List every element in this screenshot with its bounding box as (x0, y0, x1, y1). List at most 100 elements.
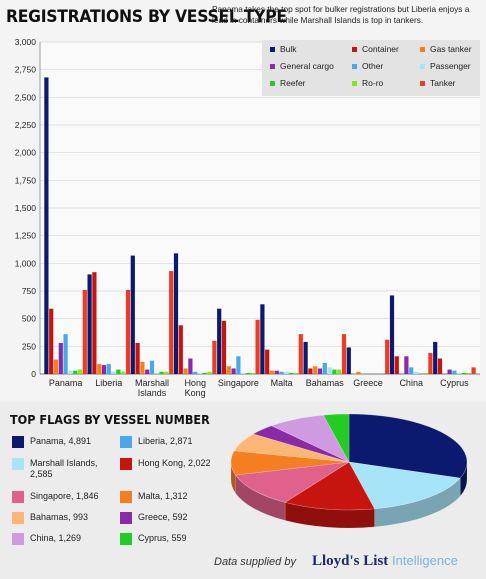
pie-legend-label: Liberia, 2,871 (138, 436, 193, 446)
pie-legend-item: Singapore, 1,846 (12, 491, 110, 503)
bar (428, 352, 433, 374)
y-tick-label: 0 (31, 369, 36, 379)
bar (111, 371, 116, 374)
brand-logo: Lloyd's List Intelligence (312, 553, 458, 570)
legend-box (262, 40, 480, 96)
bar (207, 371, 212, 374)
bar (68, 370, 73, 374)
pie-legend-item: Malta, 1,312 (120, 491, 218, 503)
legend-label: Bulk (280, 44, 297, 54)
pie-chart (230, 413, 468, 529)
pie-slice (284, 461, 376, 511)
bar (121, 371, 126, 374)
chart-title: REGISTRATIONS BY VESSEL TYPE (6, 7, 287, 27)
legend-swatch (352, 64, 357, 69)
bar (265, 349, 270, 374)
pie-legend-label: Panama, 4,891 (30, 436, 92, 446)
pie-chart-title: TOP FLAGS BY VESSEL NUMBER (10, 412, 210, 427)
bar (173, 253, 179, 374)
x-tick-label: Cyprus (440, 378, 469, 388)
bar (313, 366, 318, 374)
bar (452, 370, 457, 374)
bar (413, 371, 419, 374)
pie-legend-swatch (120, 436, 132, 448)
bar (457, 372, 462, 374)
bar (260, 304, 265, 374)
bar (409, 367, 414, 374)
chart-subtitle: Panama takes the top spot for bulker reg… (212, 4, 470, 25)
y-tick-label: 1,250 (15, 231, 37, 241)
bar (437, 358, 443, 374)
bar (236, 356, 241, 374)
y-tick-label: 1,500 (15, 203, 37, 213)
bar (466, 372, 471, 374)
bar (284, 371, 289, 374)
bar (332, 369, 337, 374)
bar (58, 343, 63, 374)
pie-legend-swatch (120, 533, 132, 545)
pie-legend-label: Singapore, 1,846 (30, 491, 99, 501)
bar (130, 255, 135, 374)
bar (106, 364, 111, 374)
bar (346, 347, 351, 374)
x-tick-label: Bahamas (306, 378, 345, 388)
bar (44, 77, 49, 374)
bar (389, 295, 395, 374)
bar (145, 369, 150, 374)
pie-legend-item: China, 1,269 (12, 533, 110, 545)
bar (274, 370, 279, 374)
pie-legend-label: China, 1,269 (30, 533, 82, 543)
pie-legend-item: Liberia, 2,871 (120, 436, 218, 448)
legend-label: Tanker (430, 78, 456, 88)
bar (231, 368, 236, 374)
brand-subname: Intelligence (392, 553, 458, 568)
y-tick-label: 2,750 (15, 65, 37, 75)
bar (197, 372, 203, 374)
pie-legend-swatch (120, 491, 132, 503)
bar (404, 356, 409, 374)
pie-legend-swatch (12, 533, 24, 545)
x-tick-label: Greece (353, 378, 383, 388)
bar (154, 372, 159, 374)
bar (183, 368, 188, 374)
pie-legend-label: Hong Kong, 2,022 (138, 458, 211, 468)
pie-legend-label: Malta, 1,312 (138, 491, 188, 501)
bar (63, 334, 68, 374)
bar (308, 368, 313, 374)
bar (241, 372, 246, 374)
x-tick-label: Hong (184, 378, 206, 388)
pie-legend-label: Greece, 592 (138, 512, 188, 522)
bar (202, 372, 207, 374)
bar (73, 370, 78, 374)
bar (212, 340, 217, 374)
bar (250, 372, 255, 374)
bar (140, 361, 145, 374)
y-tick-label: 2,500 (15, 92, 37, 102)
bar (188, 358, 193, 374)
bar (97, 364, 102, 374)
pie-slice (234, 461, 350, 503)
x-tick-label: Kong (185, 388, 206, 398)
x-tick-label: Panama (49, 378, 83, 388)
legend-swatch (352, 81, 357, 86)
bar (53, 359, 59, 374)
bar (303, 341, 308, 374)
legend-label: Gas tanker (430, 44, 472, 54)
x-tick-label: Singapore (218, 378, 259, 388)
legend-label: Passenger (430, 61, 471, 71)
legend-label: Reefer (280, 78, 306, 88)
pie-slice (270, 414, 350, 463)
bar (356, 371, 361, 374)
bar (245, 372, 251, 374)
x-tick-label: Islands (138, 388, 167, 398)
legend-label: General cargo (280, 61, 334, 71)
bar (178, 325, 183, 374)
bar (77, 369, 83, 374)
bar (279, 371, 284, 374)
pie-legend-label: Cyprus, 559 (138, 533, 187, 543)
pie-legend-label: Marshall Islands, 2,585 (30, 458, 98, 479)
bar (125, 289, 131, 374)
x-tick-label: Liberia (95, 378, 122, 388)
y-tick-label: 2,250 (15, 120, 37, 130)
bar (92, 272, 97, 374)
